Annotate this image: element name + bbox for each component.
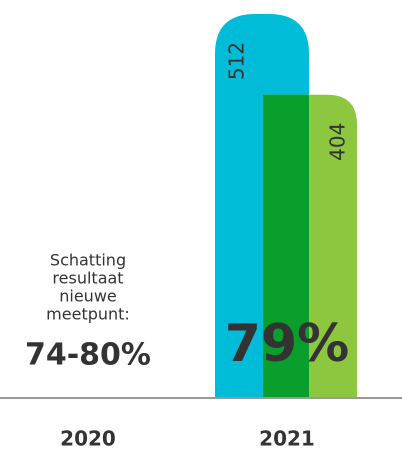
- bar-overlap: [263, 94, 309, 397]
- annotation-text: nieuwe: [59, 287, 117, 306]
- annotation-text: resultaat: [52, 269, 123, 288]
- annotation-text: Schatting: [50, 251, 126, 270]
- annotation-text: meetpunt:: [46, 305, 130, 324]
- value-label: 512: [225, 42, 249, 80]
- x-tick-label: 2021: [259, 427, 315, 451]
- annotation-value: 74-80%: [25, 338, 151, 373]
- highlight-value: 79%: [225, 314, 349, 374]
- x-tick-label: 2020: [60, 427, 116, 451]
- value-label: 404: [326, 123, 350, 161]
